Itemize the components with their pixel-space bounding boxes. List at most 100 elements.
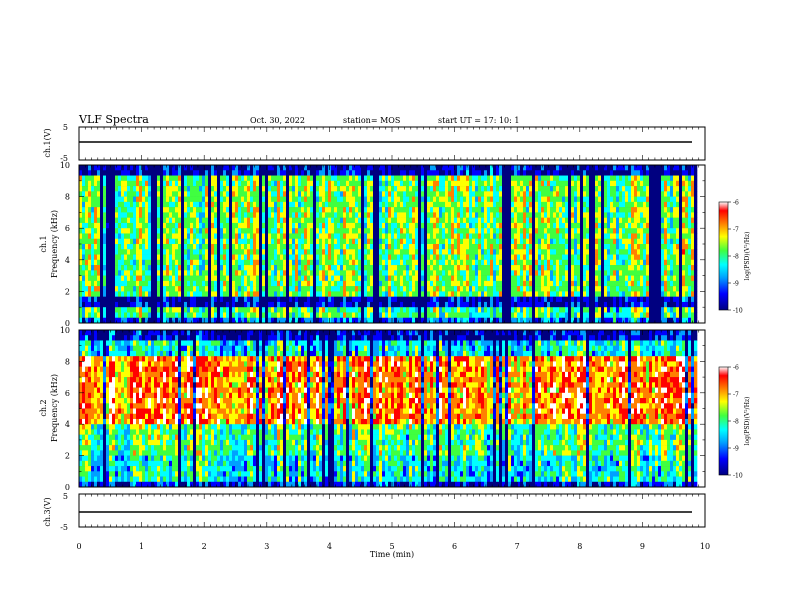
spectrogram-cell xyxy=(550,196,554,203)
spectrogram-cell xyxy=(151,186,155,192)
spectrogram-cell xyxy=(217,301,221,308)
spectrogram-cell xyxy=(391,222,395,229)
spectrogram-cell xyxy=(529,180,533,187)
spectrogram-cell xyxy=(82,233,86,240)
spectrogram-cell xyxy=(520,207,524,213)
spectrogram-cell xyxy=(415,228,419,234)
spectrogram-cell xyxy=(370,201,374,208)
spectrogram-cell xyxy=(265,180,269,187)
spectrogram-cell xyxy=(358,186,362,192)
spectrogram-cell xyxy=(385,291,389,297)
spectrogram-cell xyxy=(166,259,170,266)
spectrogram-cell xyxy=(217,286,221,292)
spectrogram-cell xyxy=(235,301,239,308)
spectrogram-cell xyxy=(421,201,425,208)
spectrogram-cell xyxy=(166,249,170,255)
spectrogram-cell xyxy=(388,207,392,213)
spectrogram-cell xyxy=(220,233,224,240)
spectrogram-cell xyxy=(214,228,218,234)
spectrogram-cell xyxy=(124,254,128,261)
spectrogram-cell xyxy=(349,196,353,203)
spectrogram-cell xyxy=(349,307,353,313)
spectrogram-cell xyxy=(136,275,140,282)
spectrogram-cell xyxy=(481,296,485,303)
spectrogram-cell xyxy=(196,170,200,176)
spectrogram-cell xyxy=(349,254,353,261)
spectrogram-cell xyxy=(199,296,203,303)
spectrogram-cell xyxy=(298,175,302,182)
spectrogram-cell xyxy=(451,186,455,192)
spectrogram-cell xyxy=(130,170,134,176)
spectrogram-cell xyxy=(421,291,425,297)
spectrogram-cell xyxy=(124,301,128,308)
spectrogram-cell xyxy=(334,307,338,313)
spectrogram-cell xyxy=(148,291,152,297)
spectrogram-cell xyxy=(370,280,374,287)
spectrogram-cell xyxy=(163,265,167,271)
spectrogram-cell xyxy=(493,301,497,308)
spectrogram-cell xyxy=(496,275,500,282)
spectrogram-cell xyxy=(115,196,119,203)
spectrogram-cell xyxy=(286,265,290,271)
spectrogram-cell xyxy=(199,254,203,261)
spectrogram-cell xyxy=(157,207,161,213)
spectrogram-cell xyxy=(136,249,140,255)
spectrogram-cell xyxy=(298,191,302,197)
spectrogram-cell xyxy=(436,280,440,287)
spectrogram-cell xyxy=(547,238,551,245)
spectrogram-cell xyxy=(199,228,203,234)
spectrogram-cell xyxy=(466,170,470,176)
spectrogram-cell xyxy=(391,233,395,240)
spectrogram-cell xyxy=(445,307,449,313)
spectrogram-cell xyxy=(118,175,122,182)
spectrogram-cell xyxy=(397,207,401,213)
spectrogram-cell xyxy=(178,301,182,308)
spectrogram-cell xyxy=(307,175,311,182)
spectrogram-cell xyxy=(478,307,482,313)
spectrogram-cell xyxy=(121,296,125,303)
spectrogram-cell xyxy=(94,275,98,282)
spectrogram-cell xyxy=(331,307,335,313)
spectrogram-cell xyxy=(511,249,515,255)
spectrogram-cell xyxy=(181,270,185,276)
spectrogram-cell xyxy=(499,180,503,187)
spectrogram-cell xyxy=(79,228,83,234)
spectrogram-cell xyxy=(79,170,83,176)
spectrogram-cell xyxy=(235,212,239,218)
spectrogram-cell xyxy=(364,170,368,176)
ch1-spectrogram-image xyxy=(79,165,698,324)
spectrogram-cell xyxy=(94,317,98,324)
spectrogram-cell xyxy=(94,175,98,182)
spectrogram-cell xyxy=(538,317,542,324)
spectrogram-cell xyxy=(415,296,419,303)
spectrogram-cell xyxy=(265,201,269,208)
spectrogram-cell xyxy=(229,222,233,229)
spectrogram-cell xyxy=(523,228,527,234)
spectrogram-cell xyxy=(382,217,386,224)
spectrogram-cell xyxy=(508,254,512,261)
spectrogram-cell xyxy=(187,265,191,271)
spectrogram-cell xyxy=(196,228,200,234)
spectrogram-cell xyxy=(199,217,203,224)
spectrogram-cell xyxy=(556,228,560,234)
spectrogram-cell xyxy=(316,249,320,255)
spectrogram-cell xyxy=(163,201,167,208)
spectrogram-cell xyxy=(154,217,158,224)
spectrogram-cell xyxy=(223,217,227,224)
spectrogram-cell xyxy=(340,254,344,261)
spectrogram-cell xyxy=(115,286,119,292)
spectrogram-cell xyxy=(382,207,386,213)
spectrogram-cell xyxy=(259,228,263,234)
spectrogram-cell xyxy=(520,301,524,308)
spectrogram-cell xyxy=(238,275,242,282)
spectrogram-cell xyxy=(148,201,152,208)
spectrogram-cell xyxy=(322,201,326,208)
spectrogram-cell xyxy=(328,207,332,213)
spectrogram-cell xyxy=(322,170,326,176)
spectrogram-cell xyxy=(244,238,248,245)
spectrogram-cell xyxy=(280,222,284,229)
spectrogram-cell xyxy=(280,270,284,276)
spectrogram-cell xyxy=(490,259,494,266)
spectrogram-cell xyxy=(403,280,407,287)
spectrogram-cell xyxy=(235,317,239,324)
